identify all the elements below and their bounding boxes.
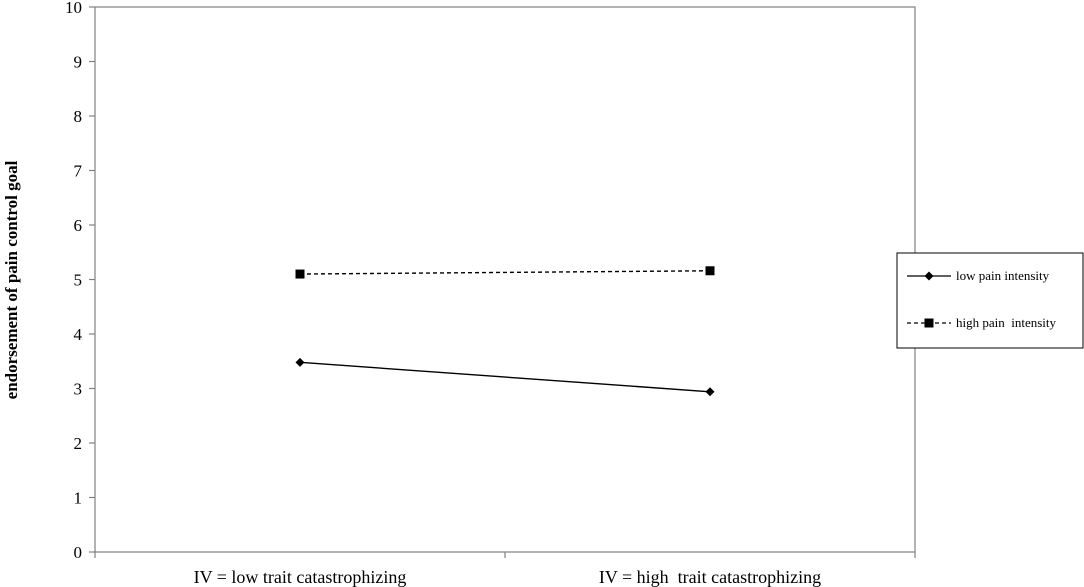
y-tick-label: 2 [74, 434, 83, 453]
y-tick-label: 5 [74, 271, 83, 290]
x-category-label: IV = low trait catastrophizing [194, 567, 407, 587]
y-tick-label: 1 [74, 489, 83, 508]
y-tick-label: 3 [74, 380, 83, 399]
legend: low pain intensity high pain intensity [896, 252, 1084, 349]
legend-marker [924, 318, 934, 328]
y-axis-label: endorsement of pain control goal [2, 160, 21, 399]
series-line-1 [299, 270, 711, 275]
legend-marker [924, 271, 934, 281]
y-tick-label: 6 [74, 216, 83, 235]
plot-area [94, 6, 916, 553]
series-line-0 [299, 361, 711, 393]
legend-label: low pain intensity [956, 268, 1050, 283]
legend-box [896, 252, 1084, 349]
y-tick-label: 0 [74, 543, 83, 562]
y-tick-label: 9 [74, 53, 83, 72]
y-tick-label: 8 [74, 107, 83, 126]
x-category-label: IV = high trait catastrophizing [599, 567, 821, 587]
series-layer [295, 266, 715, 397]
data-point [705, 387, 715, 397]
data-point [705, 266, 715, 276]
legend-label: high pain intensity [956, 315, 1057, 330]
y-tick-label: 7 [74, 162, 83, 181]
data-point [295, 269, 305, 279]
x-axis: IV = low trait catastrophizing IV = high … [94, 552, 916, 587]
data-point [295, 357, 305, 367]
y-axis: 0 1 2 3 4 5 6 7 8 9 10 [65, 0, 95, 562]
y-tick-label: 10 [65, 0, 82, 17]
y-tick-label: 4 [74, 325, 83, 344]
